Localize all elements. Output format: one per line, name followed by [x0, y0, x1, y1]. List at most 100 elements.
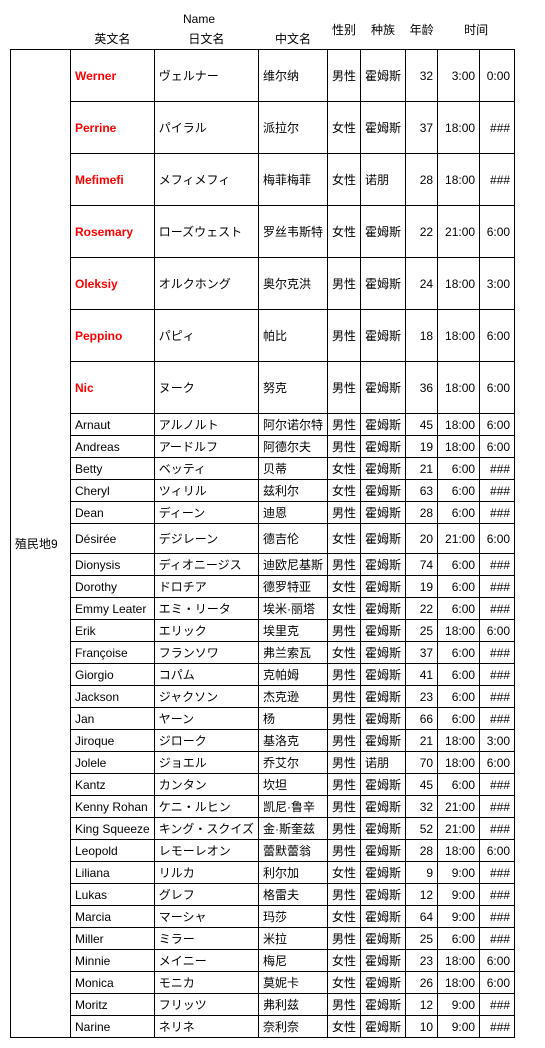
cell-time1: 6:00 [438, 642, 480, 664]
cell-en-name: Lukas [71, 884, 155, 906]
cell-en-name: Désirée [71, 524, 155, 554]
cell-time1: 6:00 [438, 774, 480, 796]
cell-cn-name: 奈利奈 [259, 1016, 328, 1038]
cell-race: 霍姆斯 [361, 708, 406, 730]
cell-time2: ### [480, 928, 515, 950]
cell-jp-name: フリッツ [154, 994, 258, 1016]
cell-gender: 男性 [328, 818, 361, 840]
cell-time1: 18:00 [438, 972, 480, 994]
cell-gender: 女性 [328, 950, 361, 972]
cell-time1: 18:00 [438, 414, 480, 436]
cell-race: 霍姆斯 [361, 906, 406, 928]
cell-time1: 6:00 [438, 502, 480, 524]
cell-time1: 6:00 [438, 576, 480, 598]
cell-jp-name: ディオニージス [154, 554, 258, 576]
cell-race: 霍姆斯 [361, 310, 406, 362]
table-row: Lilianaリルカ利尔加女性霍姆斯99:00### [11, 862, 515, 884]
cell-race: 霍姆斯 [361, 502, 406, 524]
cell-gender: 男性 [328, 502, 361, 524]
table-body: 殖民地9Wernerヴェルナー维尔纳男性霍姆斯323:000:00Perrine… [11, 50, 515, 1038]
cell-race: 霍姆斯 [361, 524, 406, 554]
cell-time2: ### [480, 774, 515, 796]
cell-time1: 6:00 [438, 458, 480, 480]
cell-age: 21 [406, 730, 438, 752]
cell-gender: 男性 [328, 994, 361, 1016]
cell-gender: 女性 [328, 906, 361, 928]
cell-time1: 18:00 [438, 362, 480, 414]
cell-race: 霍姆斯 [361, 436, 406, 458]
cell-time1: 18:00 [438, 310, 480, 362]
cell-age: 74 [406, 554, 438, 576]
cell-time1: 6:00 [438, 598, 480, 620]
table-row: Leopoldレモーレオン蕾默蕾翁男性霍姆斯2818:006:00 [11, 840, 515, 862]
cell-jp-name: ディーン [154, 502, 258, 524]
cell-cn-name: 弗利兹 [259, 994, 328, 1016]
table-row: Andreasアードルフ阿德尔夫男性霍姆斯1918:006:00 [11, 436, 515, 458]
cell-race: 霍姆斯 [361, 928, 406, 950]
cell-age: 70 [406, 752, 438, 774]
cell-time1: 21:00 [438, 818, 480, 840]
cell-time1: 18:00 [438, 840, 480, 862]
table-row: Désiréeデジレーン德吉伦女性霍姆斯2021:006:00 [11, 524, 515, 554]
header-row-1: Name 性别 种族 年龄 时间 [11, 10, 515, 28]
table-row: Jacksonジャクソン杰克逊男性霍姆斯236:00### [11, 686, 515, 708]
cell-time2: 3:00 [480, 730, 515, 752]
cell-en-name: Mefimefi [71, 154, 155, 206]
header-jp-name: 日文名 [154, 28, 258, 50]
table-row: Bettyベッティ贝蒂女性霍姆斯216:00### [11, 458, 515, 480]
cell-gender: 女性 [328, 524, 361, 554]
table-row: Rosemaryローズウェスト罗丝韦斯特女性霍姆斯2221:006:00 [11, 206, 515, 258]
cell-cn-name: 梅尼 [259, 950, 328, 972]
cell-age: 19 [406, 576, 438, 598]
table-row: Millerミラー米拉男性霍姆斯256:00### [11, 928, 515, 950]
cell-time2: ### [480, 862, 515, 884]
cell-en-name: Dorothy [71, 576, 155, 598]
cell-age: 37 [406, 642, 438, 664]
cell-cn-name: 阿尔诺尔特 [259, 414, 328, 436]
cell-cn-name: 杰克逊 [259, 686, 328, 708]
cell-cn-name: 德吉伦 [259, 524, 328, 554]
cell-time2: 6:00 [480, 436, 515, 458]
cell-gender: 男性 [328, 774, 361, 796]
table-row: Oleksiyオルクホング奥尔克洪男性霍姆斯2418:003:00 [11, 258, 515, 310]
cell-race: 霍姆斯 [361, 576, 406, 598]
cell-age: 22 [406, 598, 438, 620]
cell-gender: 男性 [328, 362, 361, 414]
cell-gender: 男性 [328, 664, 361, 686]
cell-jp-name: ヌーク [154, 362, 258, 414]
cell-race: 霍姆斯 [361, 414, 406, 436]
header-en-name: 英文名 [71, 28, 155, 50]
table-row: Moritzフリッツ弗利兹男性霍姆斯129:00### [11, 994, 515, 1016]
cell-time2: 6:00 [480, 310, 515, 362]
cell-gender: 男性 [328, 752, 361, 774]
cell-en-name: Arnaut [71, 414, 155, 436]
cell-age: 63 [406, 480, 438, 502]
cell-jp-name: ヤーン [154, 708, 258, 730]
cell-age: 28 [406, 840, 438, 862]
cell-jp-name: フランソワ [154, 642, 258, 664]
cell-age: 28 [406, 502, 438, 524]
cell-jp-name: ドロチア [154, 576, 258, 598]
cell-cn-name: 帕比 [259, 310, 328, 362]
cell-age: 18 [406, 310, 438, 362]
cell-time1: 6:00 [438, 686, 480, 708]
header-time: 时间 [438, 10, 515, 50]
header-gender: 性别 [328, 10, 361, 50]
cell-en-name: Monica [71, 972, 155, 994]
cell-time2: ### [480, 994, 515, 1016]
cell-jp-name: ローズウェスト [154, 206, 258, 258]
cell-time2: 6:00 [480, 752, 515, 774]
cell-gender: 女性 [328, 1016, 361, 1038]
cell-en-name: Oleksiy [71, 258, 155, 310]
cell-jp-name: メイニー [154, 950, 258, 972]
cell-time2: ### [480, 818, 515, 840]
cell-age: 32 [406, 796, 438, 818]
cell-age: 23 [406, 686, 438, 708]
header-age: 年龄 [406, 10, 438, 50]
cell-cn-name: 金·斯奎兹 [259, 818, 328, 840]
cell-time1: 9:00 [438, 862, 480, 884]
cell-age: 45 [406, 774, 438, 796]
cell-cn-name: 蕾默蕾翁 [259, 840, 328, 862]
cell-cn-name: 兹利尔 [259, 480, 328, 502]
cell-en-name: Rosemary [71, 206, 155, 258]
